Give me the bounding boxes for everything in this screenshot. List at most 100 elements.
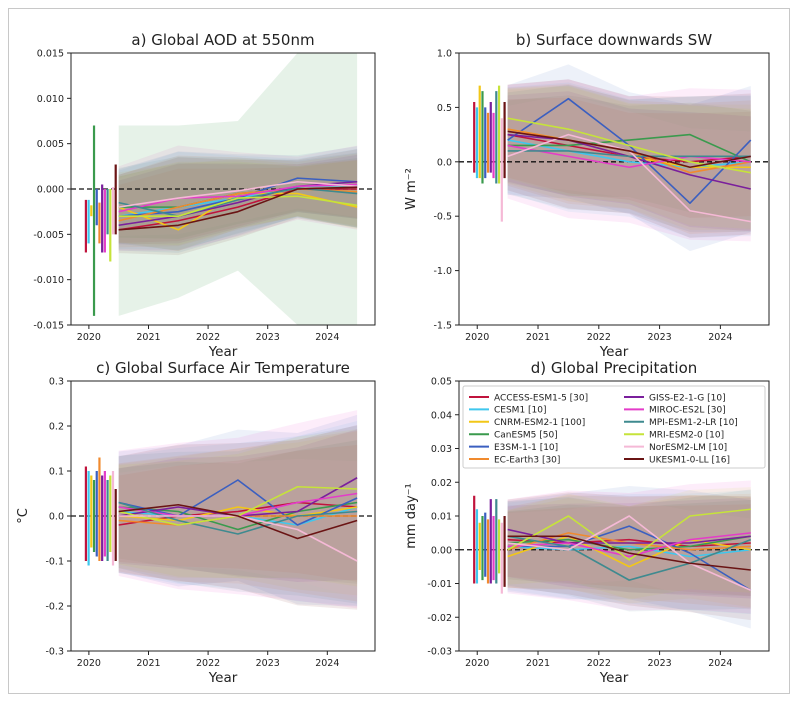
spread-band-7 [118,429,358,582]
legend-label: CNRM-ESM2-1 [100] [494,418,585,428]
series-line-2 [507,545,751,558]
panel-4: -0.03 -0.02 -0.01 0.00 0.01 0.02 0.03 0.04 0.05 2… [404,359,770,686]
panel-title: b) Surface downwards SW [516,31,713,49]
spread-band-7 [507,497,751,599]
series-line-9 [507,535,752,581]
x-tick-label: 2022 [587,332,611,343]
spread-band-6 [507,493,751,609]
y-tick-label: 0.2 [49,422,64,433]
legend-label: GISS-E2-1-G [10] [649,393,726,403]
series-line-8 [507,144,751,169]
y-tick-label: -1.5 [433,321,452,332]
legend-label: E3SM-1-1 [10] [494,443,558,453]
plot-area [459,64,769,252]
spread-band-9 [118,152,358,251]
spread-band-3 [118,431,358,596]
y-tick-label: -0.005 [33,230,64,241]
x-tick-label: 2023 [256,332,280,343]
x-tick-label: 2024 [708,658,732,669]
y-tick-label: 0.0 [49,512,64,523]
legend-label: MPI-ESM1-2-LR [10] [649,418,738,428]
panel-3: -0.3 -0.2 -0.1 0.0 0.1 0.2 0.3 2020 2021 2022 2023… [16,359,376,686]
spread-band-3 [507,86,751,230]
x-tick-label: 2024 [315,332,339,343]
series-line-12 [118,186,358,231]
y-tick-label: 0.3 [49,377,64,388]
panel-2: -1.5 -1.0 -0.5 0.0 0.5 1.0 2020 2021 2022 2023 202… [404,31,770,360]
series-line-12 [507,535,751,571]
series-line-10 [507,508,751,561]
spread-band-1 [118,444,358,582]
legend-label: NorESM2-LM [10] [649,443,727,453]
y-tick-label: -0.2 [45,602,64,613]
x-axis-label: Year [208,344,238,360]
y-tick-label: 0.015 [37,49,64,60]
x-axis-label: Year [208,670,238,686]
y-axis-label: W m⁻² [404,168,419,210]
series-line-12 [118,503,358,540]
spread-band-11 [507,499,751,611]
y-axis-label: mm day⁻¹ [404,483,419,548]
series-line-9 [507,150,751,158]
spread-band-2 [118,420,358,606]
spread-band-10 [507,85,751,229]
y-tick-label: 0.04 [431,410,452,421]
x-tick-label: 2020 [465,332,489,343]
spread-band-12 [507,79,751,238]
legend-label: CESM1 [10] [494,406,547,416]
spread-band-4 [507,499,751,597]
spread-band-10 [118,429,358,587]
legend-label: UKESM1-0-LL [16] [649,455,730,465]
x-tick-label: 2021 [136,332,160,343]
series-line-3 [118,506,358,522]
series-line-10 [118,195,358,217]
series-line-9 [118,501,358,535]
series-line-12 [507,130,751,169]
series-line-11 [118,180,358,208]
panel-title: a) Global AOD at 550nm [131,31,314,49]
panel-title: d) Global Precipitation [531,359,698,377]
figure-canvas: -0.015 -0.010 -0.005 0.000 0.005 0.010 0.015 20… [16,31,770,686]
spread-band-9 [507,84,751,232]
plot-area [71,410,375,610]
x-tick-label: 2021 [526,332,550,343]
x-tick-label: 2024 [708,332,732,343]
y-tick-label: 1.0 [437,49,452,60]
series-line-1 [507,538,751,548]
plot-frame [458,52,770,326]
series-line-4 [507,535,751,551]
spread-band-4 [507,95,751,221]
x-tick-label: 2023 [256,658,280,669]
y-tick-label: -0.1 [45,557,64,568]
spread-band-5 [507,64,751,252]
series-line-9 [118,187,358,217]
spread-band-2 [507,490,751,615]
legend-label: ACCESS-ESM1-5 [30] [494,393,588,403]
y-tick-label: 0.05 [431,377,452,388]
spread-band-1 [118,159,358,243]
series-line-7 [118,180,358,227]
x-tick-label: 2020 [465,658,489,669]
x-tick-label: 2023 [647,332,671,343]
spread-band-2 [507,82,751,238]
spread-band-11 [118,458,358,598]
y-tick-label: 0.0 [437,157,452,168]
y-tick-label: 0.01 [431,512,452,523]
y-tick-label: -0.02 [427,613,452,624]
y-tick-label: -1.0 [433,266,452,277]
plot-area [459,480,769,629]
y-tick-label: -0.010 [33,275,64,286]
spread-band-5 [118,414,358,607]
y-tick-label: -0.01 [427,579,452,590]
x-axis-label: Year [599,344,629,360]
x-tick-label: 2021 [526,658,550,669]
plot-area [71,53,375,325]
x-axis-label: Year [599,670,629,686]
y-tick-label: -0.015 [33,321,64,332]
y-tick-label: -0.03 [427,647,452,658]
legend-label: EC-Earth3 [30] [494,455,560,465]
x-tick-label: 2021 [136,658,160,669]
y-tick-label: 0.000 [37,185,64,196]
figure-frame: -0.015 -0.010 -0.005 0.000 0.005 0.010 0.015 20… [8,8,790,694]
y-tick-label: 0.03 [431,444,452,455]
